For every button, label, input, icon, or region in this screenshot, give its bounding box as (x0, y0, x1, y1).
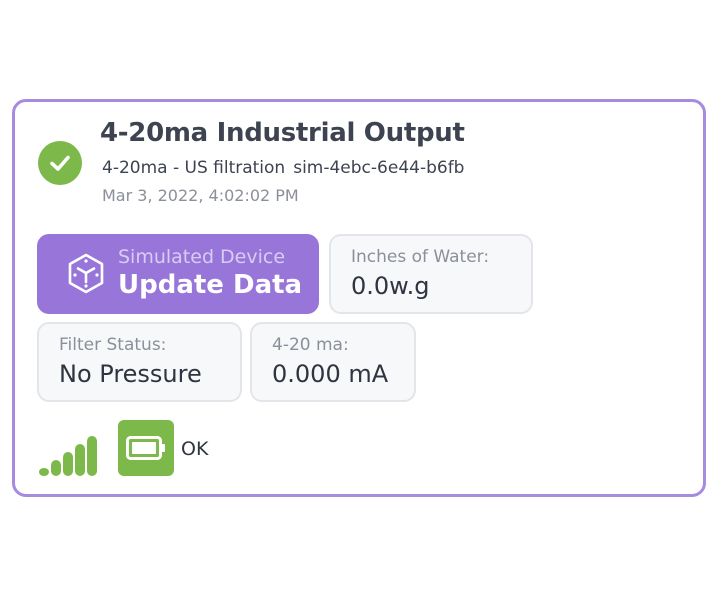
signal-bars-icon (39, 436, 97, 476)
device-title: 4-20ma Industrial Output (100, 118, 465, 148)
battery-status: OK (181, 438, 209, 460)
update-data-button[interactable]: Simulated Device Update Data (37, 234, 319, 314)
ma-value: 0.000 mA (272, 360, 389, 388)
device-card: 4-20ma Industrial Output 4-20ma - US fil… (12, 99, 706, 497)
inches-of-water-tile: Inches of Water: 0.0w.g (329, 234, 533, 314)
device-model: 4-20ma - US filtration (102, 158, 286, 178)
inches-of-water-value: 0.0w.g (351, 272, 430, 300)
simulated-device-label: Simulated Device (118, 246, 286, 268)
update-data-label: Update Data (118, 270, 303, 300)
ma-label: 4-20 ma: (272, 335, 349, 355)
battery-icon (118, 420, 174, 476)
filter-status-value: No Pressure (59, 360, 202, 388)
ma-tile: 4-20 ma: 0.000 mA (250, 322, 416, 402)
check-circle-icon (38, 141, 82, 185)
device-sim-id: sim-4ebc-6e44-b6fb (293, 158, 465, 178)
device-subtitle: 4-20ma - US filtration sim-4ebc-6e44-b6fb (102, 158, 464, 178)
filter-status-label: Filter Status: (59, 335, 167, 355)
last-updated-timestamp: Mar 3, 2022, 4:02:02 PM (102, 186, 299, 205)
filter-status-tile: Filter Status: No Pressure (37, 322, 242, 402)
cube-icon (68, 253, 104, 294)
inches-of-water-label: Inches of Water: (351, 247, 490, 267)
